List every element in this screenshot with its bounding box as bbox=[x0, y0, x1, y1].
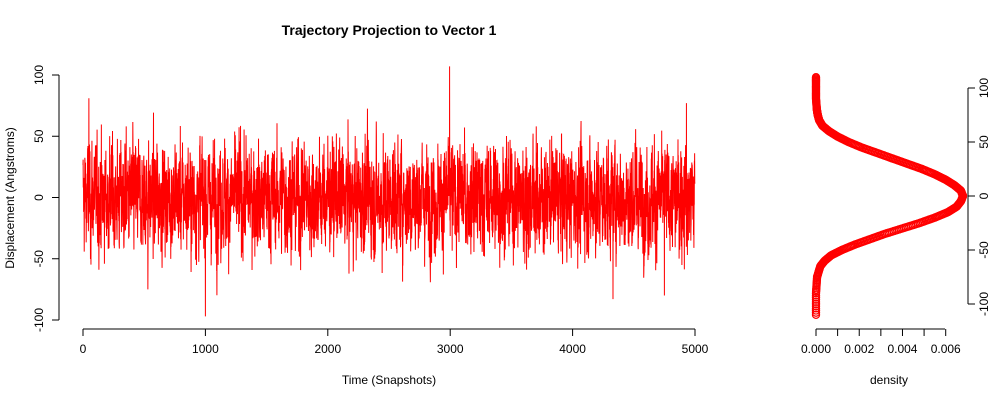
density-y-tick-label: 50 bbox=[977, 135, 991, 149]
density-x-tick-label: 0.006 bbox=[931, 342, 961, 356]
x-tick-label: 2000 bbox=[314, 342, 341, 356]
x-axis-density: 0.000 0.002 0.004 0.006 bbox=[801, 328, 961, 356]
density-x-tick-label: 0.002 bbox=[844, 342, 874, 356]
density-y-tick-label: 100 bbox=[977, 78, 991, 98]
series-line-trajectory bbox=[82, 66, 696, 317]
density-y-tick-label: -50 bbox=[977, 241, 991, 259]
x-tick-label: 1000 bbox=[192, 342, 219, 356]
density-y-tick-label: 0 bbox=[977, 192, 991, 199]
x-tick-label: 3000 bbox=[437, 342, 464, 356]
y-tick-label: -100 bbox=[32, 308, 46, 332]
chart-title: Trajectory Projection to Vector 1 bbox=[282, 22, 497, 38]
y-axis-left: -100 -50 0 50 100 bbox=[32, 65, 60, 332]
x-axis-left: 0 1000 2000 3000 4000 5000 bbox=[80, 328, 709, 356]
density-curve bbox=[811, 72, 968, 319]
y-tick-label: 100 bbox=[32, 65, 46, 85]
x-tick-label: 5000 bbox=[682, 342, 709, 356]
density-y-tick-label: -100 bbox=[977, 292, 991, 316]
y-axis-label: Displacement (Angstroms) bbox=[3, 127, 17, 268]
y-tick-label: 0 bbox=[32, 194, 46, 201]
x-tick-label: 0 bbox=[80, 342, 87, 356]
density-x-label: density bbox=[870, 373, 908, 387]
y-tick-label: 50 bbox=[32, 129, 46, 143]
density-point bbox=[811, 72, 821, 82]
x-tick-label: 4000 bbox=[559, 342, 586, 356]
density-x-tick-label: 0.004 bbox=[887, 342, 917, 356]
y-axis-density: -100 -50 0 50 100 bbox=[967, 78, 991, 316]
y-tick-label: -50 bbox=[32, 250, 46, 268]
x-axis-label: Time (Snapshots) bbox=[342, 373, 436, 387]
density-x-tick-label: 0.000 bbox=[801, 342, 831, 356]
